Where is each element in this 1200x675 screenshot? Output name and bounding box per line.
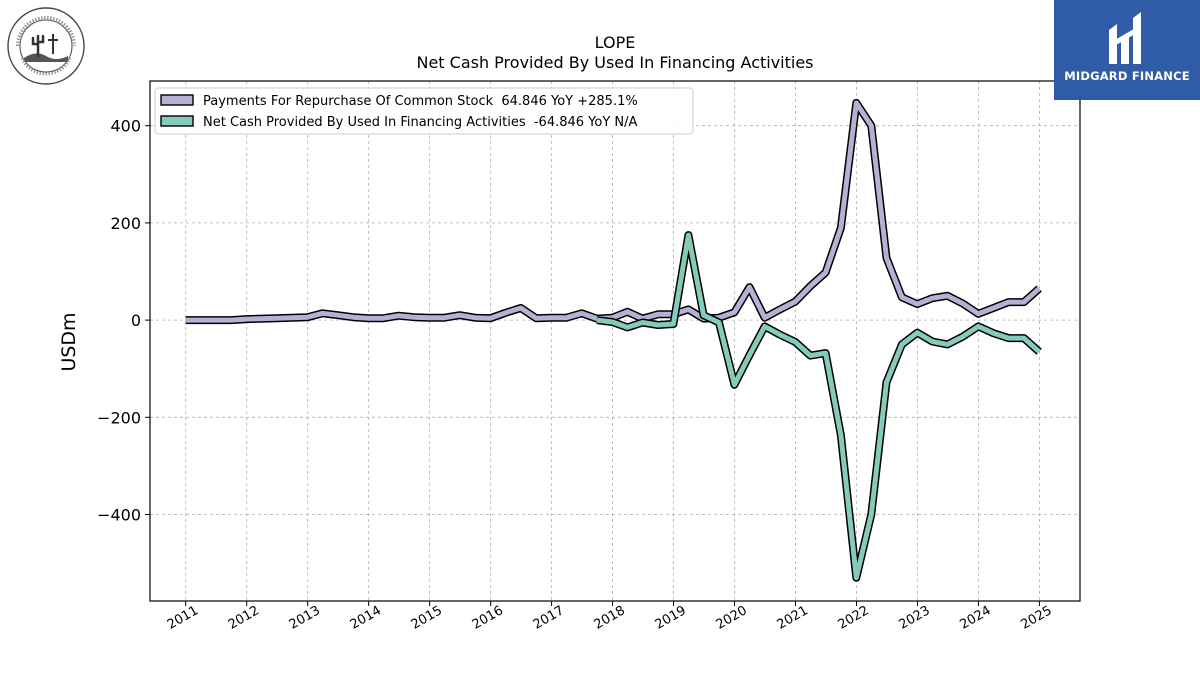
y-axis: 400 200 0 −200 −400	[97, 117, 150, 524]
midgard-finance-logo: MIDGARD FINANCE	[1054, 0, 1200, 100]
y-tick-label: 400	[110, 117, 141, 136]
grand-canyon-university-seal	[6, 6, 86, 86]
y-tick-label: −200	[97, 408, 141, 427]
series-outline-financing	[596, 231, 1042, 582]
chart-subtitle: Net Cash Provided By Used In Financing A…	[416, 53, 813, 72]
legend-swatch-repurchase	[160, 94, 194, 106]
legend-label-financing: Net Cash Provided By Used In Financing A…	[203, 115, 638, 130]
seal-graphic	[7, 7, 85, 85]
y-axis-label: USDm	[58, 312, 80, 371]
y-tick-label: 200	[110, 214, 141, 233]
x-tick-label: 2017	[531, 603, 567, 633]
series-line-repurchase	[185, 100, 1041, 323]
legend-box	[154, 87, 694, 135]
legend-label-repurchase: Payments For Repurchase Of Common Stock …	[203, 94, 638, 109]
x-tick-label: 2018	[592, 603, 628, 633]
midgard-finance-mark	[1109, 12, 1141, 64]
y-tick-label: 0	[131, 311, 141, 330]
series-layer	[185, 98, 1042, 582]
x-tick-label: 2019	[653, 603, 689, 633]
plot-frame	[149, 80, 1081, 602]
x-tick-label: 2025	[1019, 603, 1055, 633]
chart-title: LOPE	[595, 33, 636, 52]
x-tick-label: 2020	[714, 603, 750, 633]
x-tick-label: 2022	[836, 603, 872, 633]
y-tick-label: −400	[97, 505, 141, 524]
series-line-financing	[596, 232, 1041, 581]
midgard-finance-text: MIDGARD FINANCE	[1064, 69, 1190, 83]
x-tick-label: 2015	[409, 603, 445, 633]
x-tick-label: 2021	[775, 603, 811, 633]
legend: Payments For Repurchase Of Common Stock …	[154, 87, 694, 135]
x-tick-label: 2013	[287, 603, 323, 633]
x-tick-label: 2014	[348, 603, 384, 633]
x-tick-label: 2023	[897, 603, 933, 633]
legend-swatch-financing	[160, 115, 194, 127]
x-axis: 2011 2012 2013 2014 2015 2016 2017 2018 2019 2020…	[165, 601, 1055, 633]
x-tick-label: 2012	[226, 603, 262, 633]
x-tick-label: 2011	[165, 603, 201, 633]
x-tick-label: 2016	[470, 603, 506, 633]
x-tick-label: 2024	[958, 603, 994, 633]
